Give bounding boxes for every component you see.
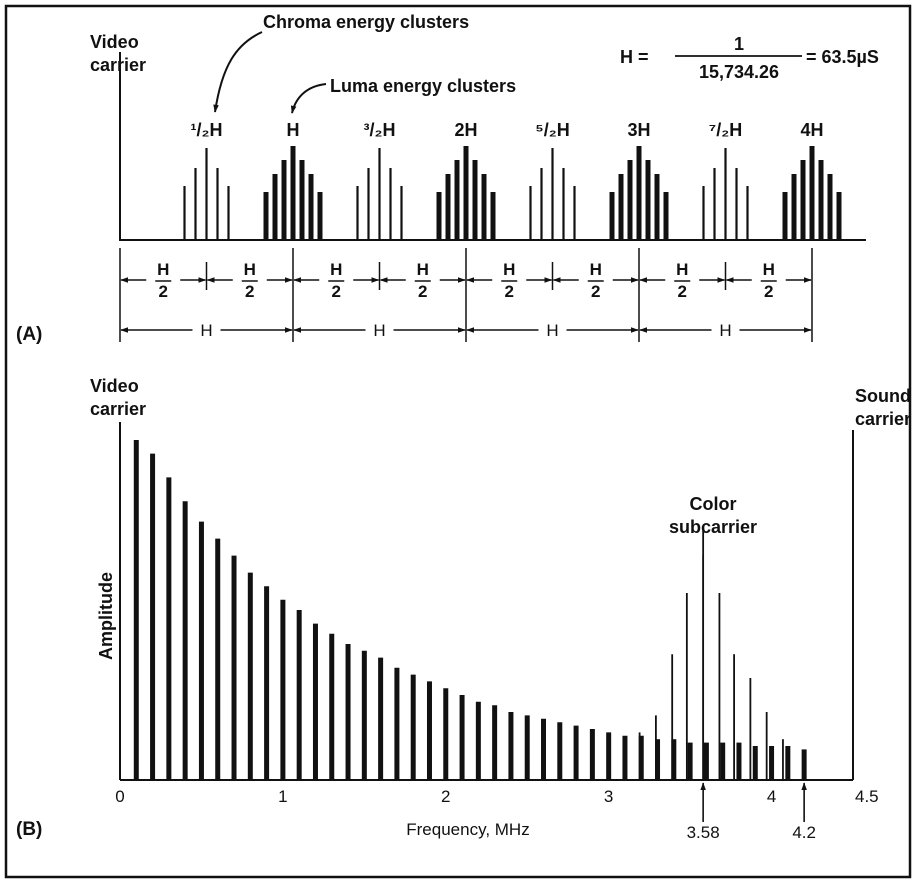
half-spacing-numerator: H [590, 260, 602, 279]
luma-callout-label: Luma energy clusters [330, 76, 516, 96]
panel-a-video-carrier-label-line2: carrier [90, 55, 146, 75]
full-spacing-label: H [200, 321, 212, 340]
half-spacing-denominator: 2 [159, 282, 168, 301]
full-spacing-label: H [373, 321, 385, 340]
half-spacing-denominator: 2 [678, 282, 687, 301]
half-spacing-numerator: H [157, 260, 169, 279]
color-subcarrier-label-line1: Color [690, 494, 737, 514]
frequency-marker-label: 4.2 [792, 823, 816, 842]
frequency-marker-label: 3.58 [687, 823, 720, 842]
x-tick-label: 4 [767, 787, 776, 806]
sound-carrier-label-line2: carrier [855, 409, 911, 429]
figure-frame [4, 4, 912, 879]
x-tick-label: 0 [115, 787, 124, 806]
spacing-dimensions: H 2 H 2 H 2 H 2 H 2 H 2 H 2 H 2 H H H H [119, 248, 813, 342]
panel-a: Video carrier Chroma energy clusters Lum… [16, 12, 879, 345]
cluster-label: ⁷/₂H [709, 120, 742, 140]
panel-b-video-carrier-label-line2: carrier [90, 399, 146, 419]
half-spacing-denominator: 2 [591, 282, 600, 301]
half-spacing-denominator: 2 [418, 282, 427, 301]
cluster-label: H [287, 120, 300, 140]
half-spacing-denominator: 2 [505, 282, 514, 301]
x-tick-label: 2 [441, 787, 450, 806]
chroma-callout-arrow [213, 31, 263, 113]
luma-callout-arrow [290, 83, 327, 114]
cluster-label: 2H [454, 120, 477, 140]
panel-a-spectrum [119, 52, 866, 241]
formula-denominator: 15,734.26 [699, 62, 779, 82]
panel-a-label: (A) [16, 324, 42, 345]
color-subcarrier-label-line2: subcarrier [669, 517, 757, 537]
half-spacing-denominator: 2 [332, 282, 341, 301]
panel-b-label: (B) [16, 819, 42, 840]
half-spacing-denominator: 2 [764, 282, 773, 301]
x-tick-label: 1 [278, 787, 287, 806]
cluster-labels: ¹/₂H H ³/₂H 2H ⁵/₂H 3H ⁷/₂H 4H [191, 120, 824, 140]
half-spacing-numerator: H [763, 260, 775, 279]
x-tick-label: 3 [604, 787, 613, 806]
half-spacing-numerator: H [676, 260, 688, 279]
formula-rhs: = 63.5µS [806, 47, 879, 67]
x-axis-label: Frequency, MHz [406, 820, 529, 839]
cluster-label: ⁵/₂H [535, 120, 569, 140]
y-axis-label: Amplitude [96, 572, 116, 660]
panel-b: Video carrier Sound carrier Color subcar… [16, 376, 911, 842]
panel-b-video-carrier-label-line1: Video [90, 376, 139, 396]
panel-a-axis [119, 52, 866, 241]
chroma-callout-label: Chroma energy clusters [263, 12, 469, 32]
half-spacing-numerator: H [330, 260, 342, 279]
half-spacing-numerator: H [417, 260, 429, 279]
full-spacing-label: H [719, 321, 731, 340]
full-spacing-label: H [546, 321, 558, 340]
panel-a-video-carrier-label-line1: Video [90, 32, 139, 52]
sound-carrier-label-line1: Sound [855, 386, 911, 406]
half-spacing-numerator: H [244, 260, 256, 279]
half-spacing-numerator: H [503, 260, 515, 279]
cluster-label: ³/₂H [364, 120, 396, 140]
cluster-label: 3H [627, 120, 650, 140]
formula-lhs: H = [620, 47, 649, 67]
cluster-label: 4H [800, 120, 823, 140]
spectrum-chart: 0 1 2 3 4 4.5 3.58 4.2 [115, 422, 879, 842]
half-spacing-denominator: 2 [245, 282, 254, 301]
cluster-label: ¹/₂H [191, 120, 223, 140]
formula-numerator: 1 [734, 34, 744, 54]
x-tick-label: 4.5 [855, 787, 879, 806]
